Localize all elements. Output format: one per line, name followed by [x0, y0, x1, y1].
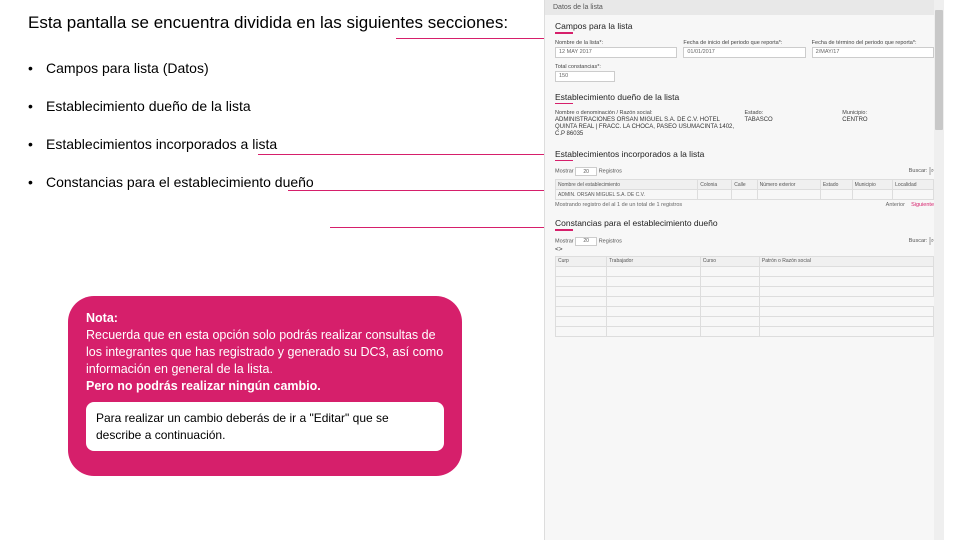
col-colonia[interactable]: Colonia	[698, 180, 732, 190]
sec-constancias: Constancias para el establecimiento dueñ…	[545, 212, 944, 341]
f3-label: Fecha de término del periodo que reporta…	[812, 40, 934, 46]
pager-prev[interactable]: Anterior	[886, 202, 905, 208]
note-callout: Nota: Recuerda que en esta opción solo p…	[68, 296, 462, 476]
screenshot-header: Datos de la lista	[545, 0, 944, 15]
table-row[interactable]	[556, 296, 934, 306]
mostrar-label-4: Mostrar	[555, 238, 574, 244]
per-page-select-4[interactable]: 20	[575, 237, 597, 246]
page-heading: Esta pantalla se encuentra dividida en l…	[28, 12, 528, 34]
table-row[interactable]	[556, 266, 934, 276]
col-numext[interactable]: Número exterior	[757, 180, 820, 190]
col-loc[interactable]: Localidad	[893, 180, 934, 190]
table-constancias: Curp Trabajador Curso Patrón o Razón soc…	[555, 256, 934, 337]
f2-input[interactable]: 01/01/2017	[683, 47, 805, 58]
screenshot-panel: Datos de la lista Campos para la lista N…	[544, 0, 944, 540]
bullet-3: Establecimientos incorporados a lista	[28, 136, 528, 152]
sec2-title: Establecimiento dueño de la lista	[555, 92, 934, 102]
scrollbar[interactable]	[934, 0, 944, 540]
f1-label: Nombre de la lista*:	[555, 40, 677, 46]
arrow-4	[330, 227, 552, 228]
table-row[interactable]	[556, 306, 934, 316]
note-body-1: Recuerda que en esta opción solo podrás …	[86, 327, 444, 378]
pager-text: Mostrando registro del al 1 de un total …	[555, 202, 682, 208]
f1-input[interactable]: 12 MAY 2017	[555, 47, 677, 58]
table-row[interactable]	[556, 316, 934, 326]
sec-campos: Campos para la lista Nombre de la lista*…	[545, 15, 944, 86]
name-label: Nombre o denominación / Razón social:	[555, 110, 739, 116]
per-page-select[interactable]: 20	[575, 167, 597, 176]
sec-dueno: Establecimiento dueño de la lista Nombre…	[545, 86, 944, 143]
estado-label: Estado:	[745, 110, 837, 116]
c4-col3[interactable]: Curso	[700, 256, 759, 266]
c4-col1[interactable]: Curp	[556, 256, 607, 266]
note-body-2: Pero no podrás realizar ningún cambio.	[86, 378, 444, 395]
registros-label-4: Registros	[599, 238, 622, 244]
bullet-1: Campos para lista (Datos)	[28, 60, 528, 76]
pager-next[interactable]: Siguiente	[911, 202, 934, 208]
sec1-title: Campos para la lista	[555, 21, 934, 31]
note-footer: Para realizar un cambio deberás de ir a …	[86, 402, 444, 450]
table-row[interactable]	[556, 286, 934, 296]
arrow-3	[288, 190, 552, 191]
c4-col4[interactable]: Patrón o Razón social	[759, 256, 933, 266]
table-row[interactable]: ADMIN. ORSAN MIGUEL S.A. DE C.V.	[556, 190, 934, 200]
left-panel: Esta pantalla se encuentra dividida en l…	[28, 12, 528, 212]
mostrar-label: Mostrar	[555, 169, 574, 175]
col-muni[interactable]: Municipio	[852, 180, 892, 190]
arrow-2	[258, 154, 552, 155]
buscar-label-4: Buscar:	[909, 238, 928, 244]
f2-label: Fecha de inicio del periodo que reporta*…	[683, 40, 805, 46]
bullet-2: Establecimiento dueño de la lista	[28, 98, 528, 114]
table-incorporados: Nombre del establecimiento Colonia Calle…	[555, 179, 934, 200]
sec4-underline	[555, 229, 573, 231]
table-row[interactable]	[556, 276, 934, 286]
sec1-underline	[555, 32, 573, 34]
arrow-1	[396, 38, 552, 39]
total-label: Total constancias*:	[555, 64, 934, 70]
sec-incorporados: Establecimientos incorporados a la lista…	[545, 143, 944, 213]
total-input[interactable]: 150	[555, 71, 615, 82]
col-estado[interactable]: Estado	[820, 180, 852, 190]
name-value: ADMINISTRACIONES ORSAN MIGUEL S.A. DE C.…	[555, 117, 739, 139]
muni-label: Municipio:	[842, 110, 934, 116]
col-nombre[interactable]: Nombre del establecimiento	[556, 180, 698, 190]
scrollbar-thumb[interactable]	[935, 10, 943, 130]
c4-col2[interactable]: Trabajador	[607, 256, 701, 266]
table-row[interactable]	[556, 326, 934, 336]
sec2-underline	[555, 103, 573, 105]
note-title: Nota:	[86, 310, 444, 327]
sec3-underline	[555, 160, 573, 162]
muni-value: CENTRO	[842, 117, 934, 124]
registros-label: Registros	[599, 169, 622, 175]
bullet-4: Constancias para el establecimiento dueñ…	[28, 174, 528, 190]
sec3-title: Establecimientos incorporados a la lista	[555, 149, 934, 159]
buscar-label: Buscar:	[909, 168, 928, 174]
sec4-title: Constancias para el establecimiento dueñ…	[555, 218, 934, 228]
f3-input[interactable]: 2/MAY/17	[812, 47, 934, 58]
section-list: Campos para lista (Datos) Establecimient…	[28, 60, 528, 190]
col-calle[interactable]: Calle	[732, 180, 757, 190]
estado-value: TABASCO	[745, 117, 837, 124]
